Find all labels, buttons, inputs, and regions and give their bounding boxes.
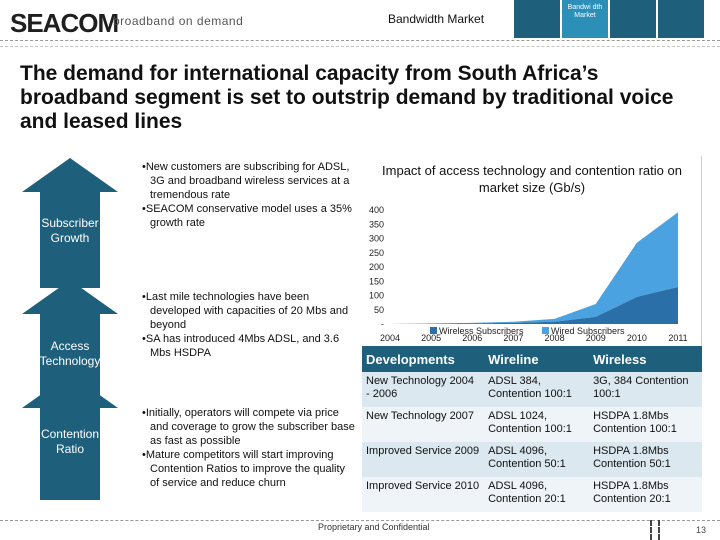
table-header-row: Developments Wireline Wireless: [362, 346, 702, 372]
y-tick-label: 250: [369, 248, 384, 258]
contention-ratio-arrow-shape: [22, 374, 118, 500]
x-tick-label: 2009: [586, 333, 606, 343]
stage-1-bullets: New customers are subscribing for ADSL, …: [142, 160, 354, 230]
table-cell: Improved Service 2009: [362, 442, 485, 477]
legend-label: Wireless Subscribers: [439, 326, 524, 336]
nav-tab-4[interactable]: [658, 0, 704, 38]
y-tick-label: 350: [369, 219, 384, 229]
page-headline: The demand for international capacity fr…: [20, 62, 674, 133]
y-tick-label: 200: [369, 262, 384, 272]
y-tick-label: -: [381, 319, 384, 329]
area-series-wired-subscribers: [390, 212, 678, 324]
chart-frame: [360, 156, 702, 346]
stage-1-label-line-2: Growth: [50, 231, 90, 245]
bullet-item: SA has introduced 4Mbs ADSL, and 3.6 Mbs…: [142, 332, 358, 360]
y-tick-label: 100: [369, 291, 384, 301]
bullet-item: Mature competitors will start improving …: [142, 448, 356, 490]
developments-table: Developments Wireline Wireless New Techn…: [362, 346, 702, 512]
stage-3-label-line-2: Ratio: [55, 442, 84, 456]
column-header-developments: Developments: [362, 346, 485, 372]
bullet-item: New customers are subscribing for ADSL, …: [142, 160, 354, 202]
bullet-item: Initially, operators will compete via pr…: [142, 406, 356, 448]
stage-3-bullets: Initially, operators will compete via pr…: [142, 406, 356, 490]
stage-label-contention-ratio: Contention Ratio: [22, 427, 118, 457]
legend-label: Wired Subscribers: [551, 326, 625, 336]
table-cell: New Technology 2007: [362, 407, 485, 442]
table-cell: HSDPA 1.8Mbs Contention 20:1: [589, 477, 702, 512]
table-cell: ADSL 1024, Contention 100:1: [484, 407, 590, 442]
table-row: New Technology 2004 - 2006 ADSL 384, Con…: [362, 372, 702, 407]
header-divider-secondary: [0, 46, 720, 47]
table-cell: ADSL 4096, Contention 20:1: [484, 477, 590, 512]
area-series-wireless-subscribers: [390, 286, 678, 324]
table-row: Improved Service 2009 ADSL 4096, Content…: [362, 442, 702, 477]
subscriber-growth-arrow-shape: [22, 158, 118, 288]
header-divider: [0, 40, 720, 41]
y-tick-label: 50: [374, 305, 384, 315]
column-header-wireline: Wireline: [484, 346, 590, 372]
x-tick-label: 2004: [380, 333, 400, 343]
market-size-area-chart: - 50 100 150 200 250 300 350 400 2004 2005 2006 2007…: [369, 205, 688, 343]
seacom-logo: SEACOM: [10, 8, 119, 38]
table-cell: 3G, 384 Contention 100:1: [589, 372, 702, 407]
table-cell: New Technology 2004 - 2006: [362, 372, 485, 407]
x-tick-label: 2008: [545, 333, 565, 343]
table-cell: ADSL 384, Contention 100:1: [484, 372, 590, 407]
x-tick-label: 2006: [462, 333, 482, 343]
table-row: Improved Service 2010 ADSL 4096, Content…: [362, 477, 702, 512]
x-tick-label: 2011: [668, 333, 687, 343]
stage-3-label-line-1: Contention: [40, 427, 100, 441]
nav-tab-1[interactable]: [514, 0, 560, 38]
access-technology-arrow-shape: [22, 280, 118, 408]
nav-tab-3[interactable]: [610, 0, 656, 38]
bullet-item: Last mile technologies have been develop…: [142, 290, 358, 332]
table-cell: HSDPA 1.8Mbs Contention 50:1: [589, 442, 702, 477]
y-tick-label: 150: [369, 276, 384, 286]
footer-divider: [0, 520, 720, 521]
stage-2-bullets: Last mile technologies have been develop…: [142, 290, 358, 360]
table-cell: ADSL 4096, Contention 50:1: [484, 442, 590, 477]
nav-tab-2-label: Bandwi dth Market: [567, 4, 603, 19]
section-title: Bandwidth Market: [388, 12, 485, 26]
page-number: 13: [695, 525, 706, 535]
stage-label-subscriber-growth: Subscriber Growth: [22, 216, 118, 246]
column-header-wireless: Wireless: [589, 346, 702, 372]
nav-tab-bandwidth-market[interactable]: Bandwi dth Market: [562, 0, 608, 38]
table-cell: Improved Service 2010: [362, 477, 485, 512]
stage-2-label-line-1: Access: [50, 339, 90, 353]
chart-title: Impact of access technology and contenti…: [382, 163, 682, 195]
table-row: New Technology 2007 ADSL 1024, Contentio…: [362, 407, 702, 442]
legend-swatch: [542, 327, 549, 334]
table-cell: HSDPA 1.8Mbs Contention 100:1: [589, 407, 702, 442]
tagline: broadband on demand: [113, 14, 244, 28]
footer-confidential: Proprietary and Confidential: [318, 522, 430, 532]
legend-swatch: [430, 327, 437, 334]
x-tick-label: 2007: [503, 333, 523, 343]
x-tick-label: 2010: [627, 333, 647, 343]
footer-marker: [650, 520, 660, 540]
stage-label-access-technology: Access Technology: [22, 339, 118, 369]
x-tick-label: 2005: [421, 333, 441, 343]
stage-1-label-line-1: Subscriber: [41, 216, 99, 230]
y-tick-label: 300: [369, 234, 384, 244]
bullet-item: SEACOM conservative model uses a 35% gro…: [142, 202, 354, 230]
stage-2-label-line-2: Technology: [39, 354, 101, 368]
y-tick-label: 400: [369, 205, 384, 215]
